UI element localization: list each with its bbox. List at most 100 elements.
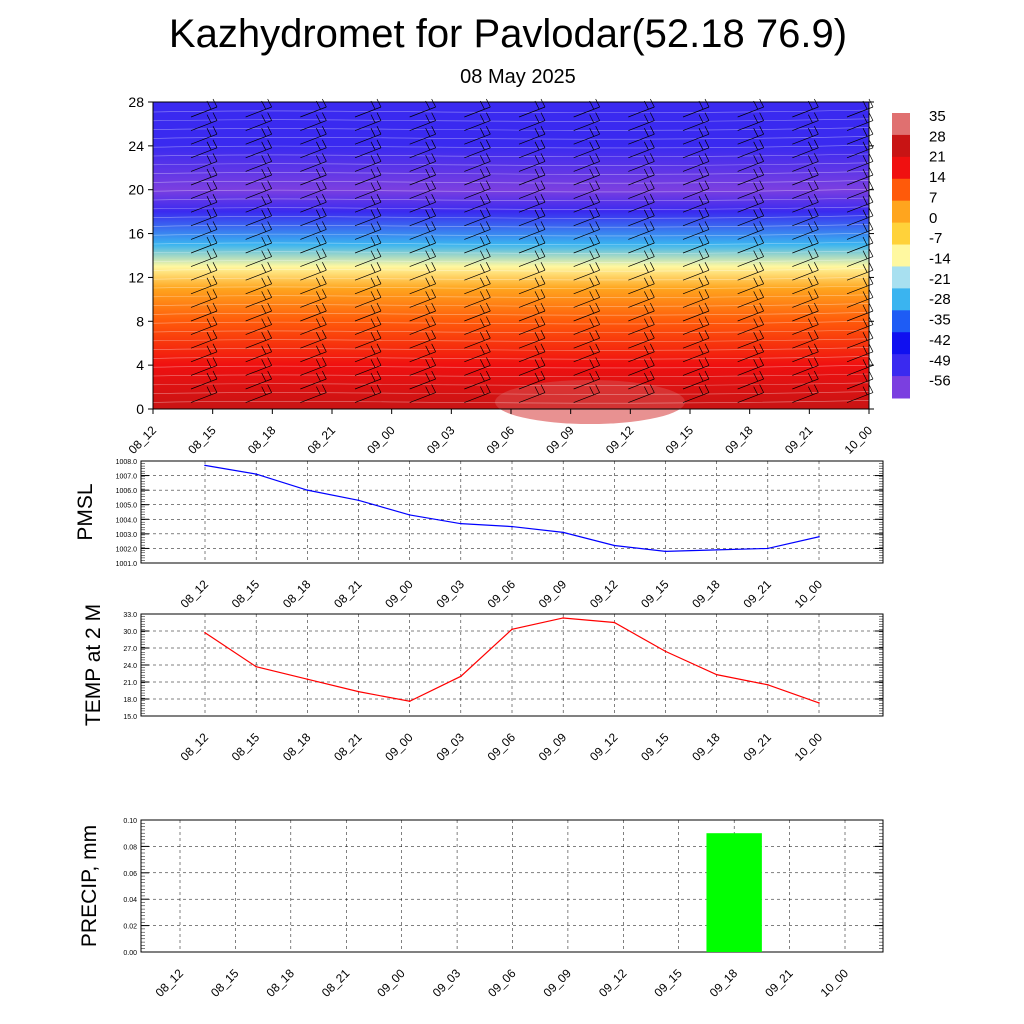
- wind-barb: [682, 262, 710, 281]
- wind-barb: [737, 180, 764, 199]
- y-tick-label: 0.04: [123, 897, 137, 904]
- wind-barb: [573, 221, 600, 240]
- y-tick-label: 15.0: [123, 714, 137, 721]
- colorbar-swatch: [892, 332, 910, 355]
- pmsl-point: [664, 550, 667, 553]
- wind-barb: [792, 153, 819, 172]
- temp-point: [818, 702, 820, 704]
- x-tick-label: 09_21: [740, 577, 774, 611]
- wind-barb: [573, 289, 600, 308]
- wind-barb: [737, 126, 764, 145]
- temp-point: [664, 650, 667, 653]
- contour-line: [152, 188, 870, 193]
- colorbar-swatch: [892, 200, 910, 224]
- colorbar-label: 7: [929, 189, 937, 206]
- wind-barb: [792, 316, 819, 335]
- wind-barb: [792, 166, 819, 186]
- contour-line: [152, 118, 870, 122]
- wind-barb: [682, 343, 710, 363]
- x-tick-label: 09_09: [536, 577, 570, 611]
- y-tick-label: 0.10: [123, 818, 137, 825]
- contour-line: [152, 356, 870, 360]
- wind-barb: [464, 112, 491, 131]
- pmsl-point: [306, 489, 309, 491]
- temp-point: [204, 631, 206, 634]
- wind-barb: [518, 153, 546, 172]
- wind-barb: [300, 221, 327, 240]
- contour-line: [152, 162, 870, 166]
- temp-point: [408, 700, 411, 703]
- pmsl-point: [818, 535, 820, 538]
- wind-barb: [792, 234, 819, 254]
- wind-barb: [300, 357, 327, 376]
- x-tick-label: 08_21: [331, 577, 365, 611]
- temp-point: [767, 684, 769, 686]
- wind-barb: [628, 316, 655, 335]
- wind-barb: [737, 234, 764, 254]
- colorbar-label: -14: [929, 251, 951, 268]
- wind-barb: [792, 302, 819, 322]
- wind-barb: [682, 302, 710, 322]
- contour-line: [152, 224, 870, 228]
- x-tick-label: 09_18: [707, 966, 741, 1000]
- wind-barb: [245, 302, 272, 322]
- wind-barb: [190, 126, 218, 145]
- wind-barb: [737, 357, 764, 376]
- wind-barb: [628, 248, 655, 267]
- contour-line: [152, 180, 870, 184]
- wind-barb: [190, 289, 218, 308]
- wind-barb: [682, 248, 710, 267]
- contour-line: [152, 144, 870, 149]
- y-tick-label: 21.0: [123, 680, 137, 687]
- wind-barb: [464, 330, 491, 349]
- wind-barb: [245, 207, 272, 227]
- wind-barb: [245, 194, 272, 213]
- x-tick-label: 09_06: [484, 423, 518, 457]
- wind-barb: [737, 384, 764, 403]
- wind-barb: [464, 234, 491, 254]
- wind-barb: [190, 194, 218, 213]
- wind-barb: [682, 234, 710, 254]
- wind-barb: [628, 289, 655, 308]
- wind-barb: [573, 343, 600, 363]
- y-tick-label: 1005.0: [116, 503, 138, 510]
- colorbar-swatch: [892, 376, 910, 399]
- x-tick-label: 09_00: [382, 577, 416, 611]
- wind-barb: [518, 248, 546, 267]
- wind-barb: [792, 343, 819, 363]
- wind-barb: [737, 112, 764, 131]
- temp-series-line: [204, 617, 820, 704]
- contour-line: [152, 338, 870, 342]
- temp-point: [511, 628, 513, 631]
- wind-barb: [573, 330, 600, 349]
- wind-barb: [518, 289, 546, 308]
- wind-barb: [573, 370, 600, 390]
- colorbar-swatch: [892, 354, 910, 377]
- x-tick-label: 09_09: [541, 966, 575, 1000]
- contour-line: [152, 171, 870, 175]
- wind-barb: [792, 180, 819, 199]
- wind-barb: [792, 370, 819, 390]
- y-tick-label: 4: [136, 357, 144, 373]
- wind-barb: [682, 126, 710, 145]
- wind-barb: [518, 126, 546, 145]
- wind-barb: [518, 343, 546, 363]
- pmsl-point: [613, 544, 616, 547]
- y-axis-label: TEMP at 2 M: [82, 604, 105, 726]
- x-tick-label: 09_15: [638, 577, 672, 611]
- wind-barb: [409, 207, 436, 227]
- wind-barb: [573, 262, 600, 281]
- contour-line: [152, 373, 870, 378]
- y-tick-label: 1002.0: [116, 546, 138, 553]
- x-tick-label: 09_00: [364, 423, 398, 457]
- contour-line: [152, 303, 870, 307]
- x-tick-label: 08_21: [331, 730, 365, 764]
- wind-barb: [354, 316, 382, 335]
- colorbar-label: -7: [929, 230, 942, 247]
- wind-barb: [573, 194, 600, 213]
- wind-barb: [245, 180, 272, 199]
- wind-barb: [190, 357, 218, 376]
- x-tick-label: 08_18: [263, 966, 297, 1000]
- contour-line: [152, 259, 870, 263]
- wind-barb: [737, 207, 764, 227]
